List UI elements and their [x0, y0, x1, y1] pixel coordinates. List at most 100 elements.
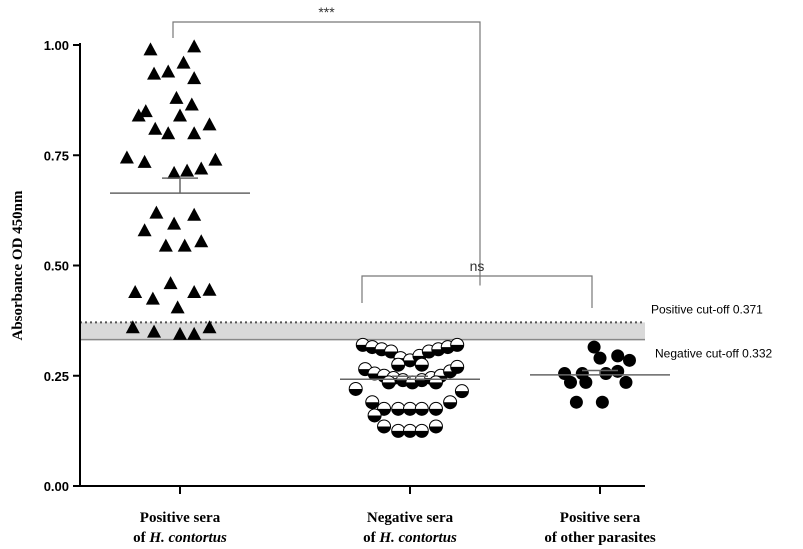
data-point-half-circle — [391, 423, 406, 438]
half-circle-fill — [443, 402, 457, 409]
data-point-triangle — [163, 276, 178, 290]
data-point-half-circle — [391, 401, 406, 416]
data-point-triangle — [149, 205, 164, 219]
half-circle-fill — [377, 426, 391, 433]
data-point-half-circle — [414, 423, 429, 438]
y-tick-label: 0.50 — [44, 259, 69, 274]
data-point-half-circle — [450, 359, 465, 374]
data-point-half-circle — [450, 337, 465, 352]
data-point-circle — [619, 375, 633, 389]
half-circle-fill — [431, 349, 445, 356]
data-point-triangle — [194, 234, 209, 248]
data-point-half-circle — [428, 419, 443, 434]
data-point-triangle — [143, 42, 158, 56]
half-circle-fill — [365, 402, 379, 409]
data-point-triangle — [187, 326, 202, 340]
cutoff-lines — [80, 321, 645, 341]
data-point-half-circle — [377, 419, 392, 434]
data-point-triangle — [138, 104, 153, 118]
data-point-half-circle — [414, 401, 429, 416]
labels: Positive cut-off 0.371 Negative cut-off 0… — [651, 302, 773, 360]
data-point-triangle — [187, 39, 202, 53]
y-tick-label: 0.00 — [44, 479, 69, 494]
half-circle-fill — [391, 430, 405, 438]
data-point-triangle — [202, 117, 217, 131]
half-circle-fill — [450, 366, 464, 374]
data-point-triangle — [137, 223, 152, 237]
data-point-half-circle — [428, 375, 443, 390]
data-point-triangle — [167, 165, 182, 179]
data-point-circle — [593, 351, 607, 365]
data-point-circle — [611, 364, 625, 378]
data-point-circle — [623, 353, 636, 367]
data-point-triangle — [161, 126, 176, 140]
negative-cutoff-label: Negative cut-off 0.332 — [655, 347, 773, 361]
cutoff-band — [80, 322, 645, 340]
data-point-triangle — [184, 97, 199, 111]
half-circle-fill — [403, 408, 417, 416]
data-point-triangle — [119, 150, 134, 164]
y-tick-label: 0.75 — [44, 148, 69, 163]
data-point-circle — [611, 349, 625, 363]
data-point-circle — [564, 375, 577, 389]
axes: 0.00 0.25 0.50 0.75 1.00 Absorbance OD 450nm P… — [10, 38, 656, 546]
data-point-triangle — [131, 108, 146, 122]
data-point-half-circle — [428, 401, 443, 416]
x-category-label: Positive sera — [140, 510, 221, 526]
data-point-triangle — [176, 55, 191, 69]
significance-bracket — [361, 275, 593, 308]
data-point-triangle — [128, 284, 143, 298]
data-point-half-circle — [381, 375, 396, 390]
x-category-label-line2: of other parasites — [544, 530, 656, 546]
mean-lines — [110, 177, 670, 381]
data-point-triangle — [177, 238, 192, 252]
half-circle-fill — [415, 430, 429, 438]
data-point-half-circle — [367, 408, 382, 423]
data-point-triangle — [202, 320, 217, 334]
half-circle-fill — [403, 360, 417, 367]
half-circle-fill — [441, 347, 455, 354]
data-point-half-circle — [365, 395, 380, 410]
data-point-triangle — [167, 216, 182, 230]
y-axis-label: Absorbance OD 450nm — [10, 190, 26, 341]
x-category-label: Negative sera — [367, 510, 454, 526]
x-category-label-line2: of H. contortus — [363, 530, 457, 546]
data-point-triangle — [173, 108, 187, 122]
half-circle-fill — [450, 344, 464, 352]
x-category-label: Positive sera — [560, 510, 641, 526]
data-point-circle — [599, 367, 613, 381]
data-point-triangle — [194, 161, 209, 175]
data-point-triangle — [170, 300, 185, 314]
half-circle-fill — [368, 415, 382, 422]
y-tick-label: 0.25 — [44, 369, 69, 384]
data-point-half-circle — [348, 381, 363, 396]
data-point-triangle — [169, 90, 184, 104]
data-points — [119, 39, 636, 438]
data-point-triangle — [202, 282, 217, 296]
data-point-triangle — [208, 152, 223, 166]
half-circle-fill — [429, 408, 443, 416]
data-point-half-circle — [391, 357, 406, 372]
significance-label: *** — [318, 4, 335, 20]
data-point-triangle — [148, 121, 163, 135]
data-point-circle — [579, 375, 593, 389]
data-point-half-circle — [443, 395, 458, 410]
half-circle-fill — [415, 380, 429, 387]
data-point-triangle — [187, 71, 202, 85]
significance-bracket — [172, 21, 481, 286]
data-point-triangle — [145, 291, 160, 305]
half-circle-fill — [429, 382, 443, 389]
data-point-circle — [569, 395, 583, 409]
half-circle-fill — [443, 371, 457, 378]
half-circle-fill — [403, 430, 417, 438]
data-point-half-circle — [403, 423, 417, 438]
data-point-circle — [587, 340, 601, 354]
half-circle-fill — [429, 426, 443, 433]
significance-label: ns — [470, 258, 485, 274]
data-point-triangle — [187, 284, 202, 298]
positive-cutoff-label: Positive cut-off 0.371 — [651, 302, 763, 316]
half-circle-fill — [415, 408, 429, 416]
data-point-triangle — [187, 126, 202, 140]
data-point-triangle — [180, 163, 195, 177]
